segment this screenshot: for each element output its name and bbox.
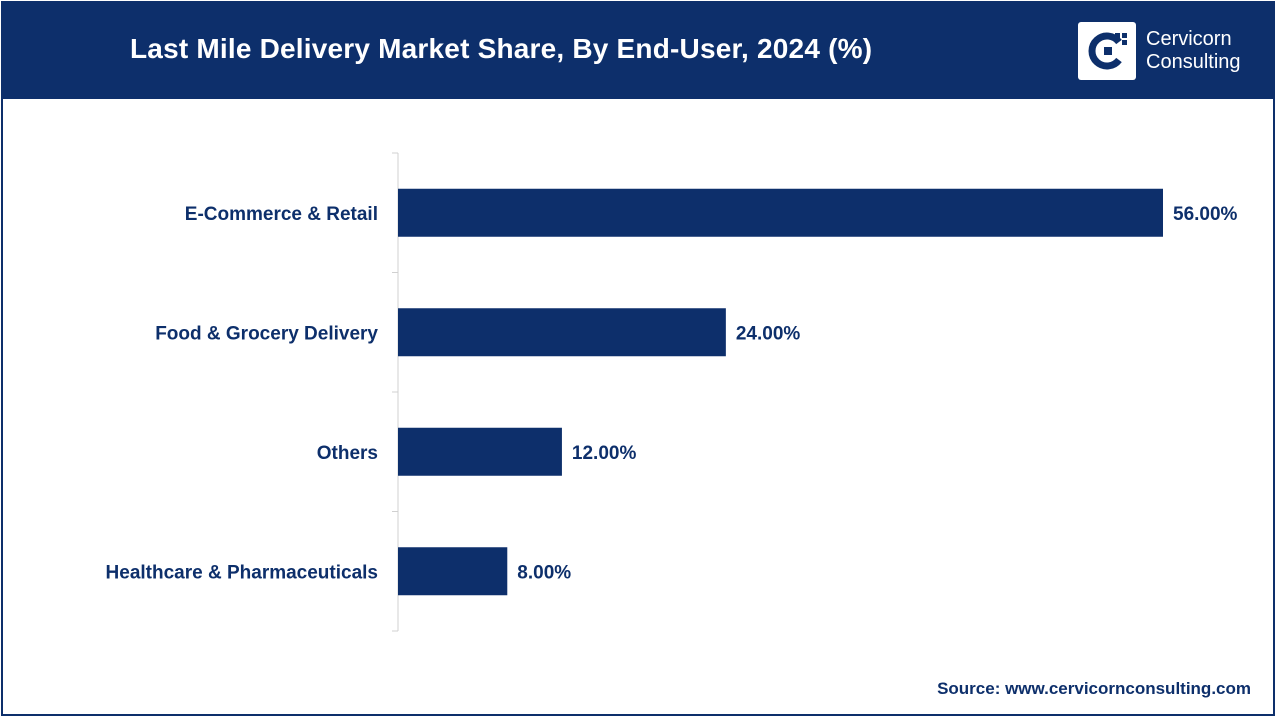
bar-3: [398, 547, 508, 596]
data-label: 8.00%: [517, 562, 571, 583]
bar-chart: E-Commerce & Retail 56.00% Food & Grocery …: [106, 152, 1238, 632]
source-note: Source: www.cervicornconsulting.com: [937, 679, 1251, 698]
bar-1: [398, 308, 726, 357]
logo-line2: Consulting: [1146, 51, 1241, 73]
bar-0: [398, 188, 1163, 237]
category-label: Healthcare & Pharmaceuticals: [106, 562, 378, 583]
category-label: Others: [317, 443, 378, 464]
logo-c-icon: [1078, 22, 1136, 80]
header-banner: Last Mile Delivery Market Share, By End-…: [3, 3, 1273, 99]
data-label: 12.00%: [572, 443, 637, 464]
logo-text: Cervicorn Consulting: [1146, 28, 1241, 74]
category-label: E-Commerce & Retail: [185, 204, 378, 225]
data-label: 24.00%: [736, 323, 801, 344]
category-label: Food & Grocery Delivery: [155, 323, 378, 344]
brand-logo: Cervicorn Consulting: [1078, 21, 1241, 81]
bar-2: [398, 427, 562, 476]
logo-line1: Cervicorn: [1146, 28, 1232, 50]
chart-title: Last Mile Delivery Market Share, By End-…: [130, 33, 873, 64]
data-label: 56.00%: [1173, 204, 1238, 225]
